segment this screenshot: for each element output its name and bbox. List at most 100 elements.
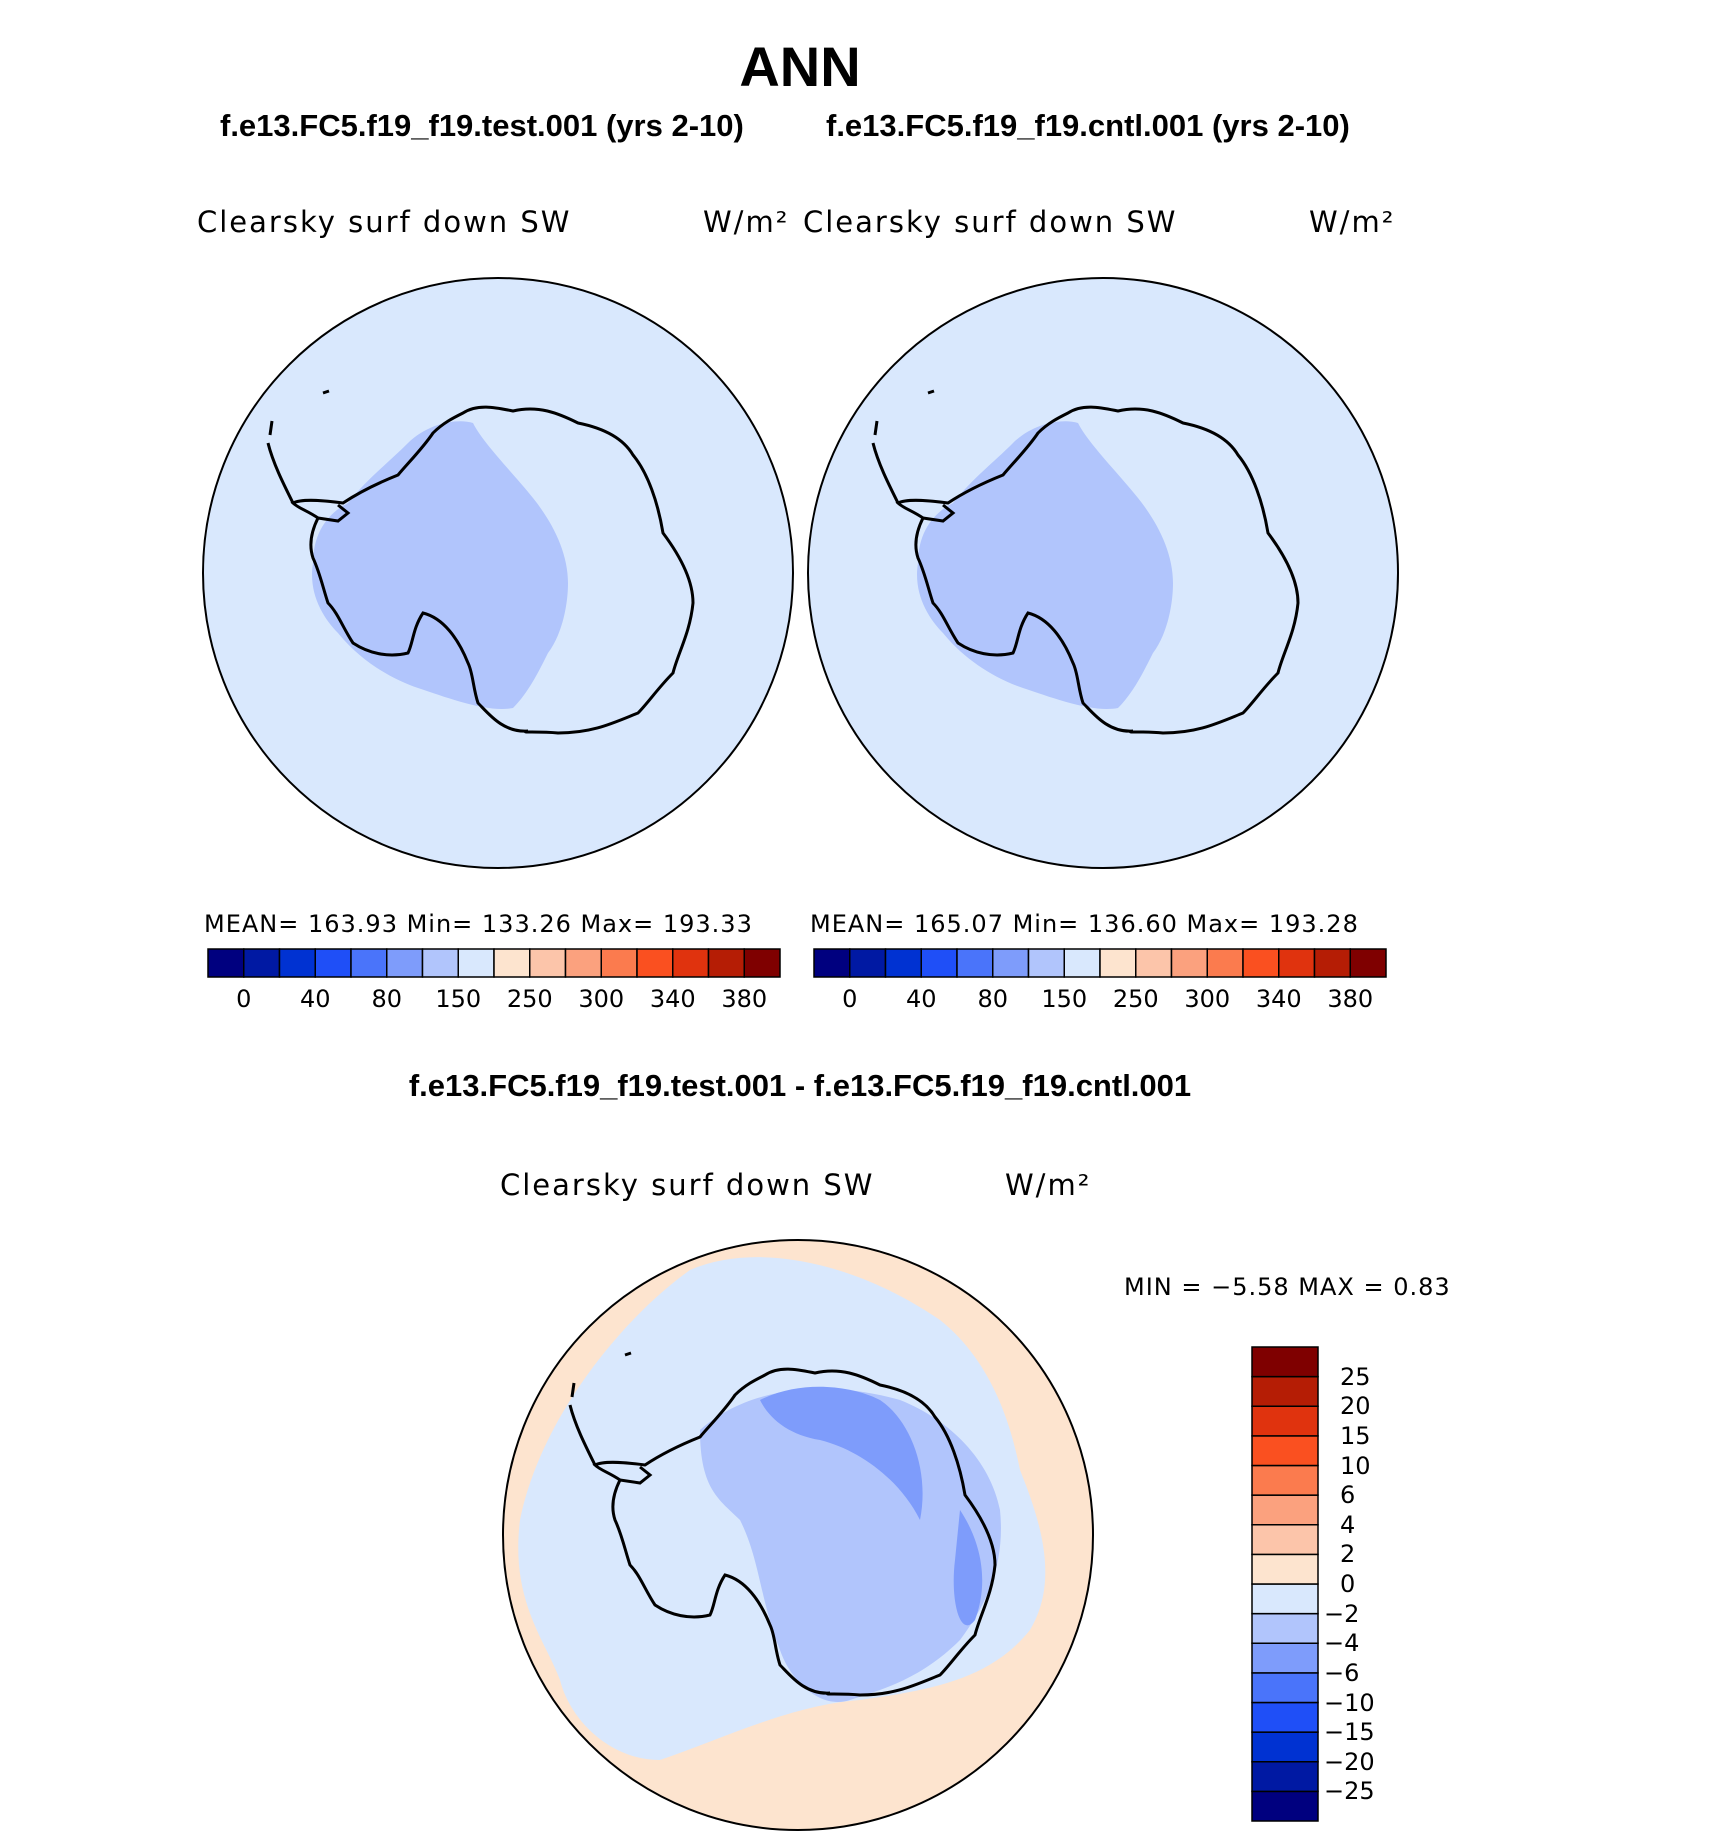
cntl-colorbar-tick-label: 150: [1041, 985, 1088, 1013]
diff-colorbar-tick-label: 0: [1340, 1570, 1356, 1598]
test-case-title: f.e13.FC5.f19_f19.test.001 (yrs 2-10): [220, 108, 744, 143]
diff-colorbar-tick-label: −6: [1324, 1658, 1360, 1687]
test-colorbar-tick-label: 80: [371, 985, 403, 1013]
cntl-colorbar-swatch: [1242, 948, 1280, 978]
cntl-colorbar-swatch: [1063, 948, 1101, 978]
diff-units-label: W/m²: [1005, 1168, 1092, 1202]
cntl-colorbar-tick-label: 380: [1327, 985, 1374, 1013]
test-colorbar-swatch: [457, 948, 495, 978]
test-colorbar-swatch: [493, 948, 531, 978]
test-colorbar-tick-label: 380: [721, 985, 768, 1013]
cntl-variable-label: Clearsky surf down SW: [803, 205, 1178, 239]
test-map-border: [202, 277, 794, 869]
cntl-colorbar-swatch: [849, 948, 887, 978]
test-colorbar-swatch: [564, 948, 602, 978]
diff-colorbar-swatch: [1251, 1553, 1319, 1585]
diff-colorbar-tick-label: −20: [1324, 1747, 1375, 1776]
diff-colorbar-swatch: [1251, 1672, 1319, 1704]
test-colorbar-swatch: [314, 948, 352, 978]
cntl-colorbar-tick-label: 340: [1255, 985, 1302, 1013]
test-colorbar-swatch: [672, 948, 710, 978]
test-colorbar-swatch: [600, 948, 638, 978]
diff-map-min-region: [760, 1386, 923, 1520]
cntl-colorbar-tick-label: 250: [1112, 985, 1159, 1013]
test-colorbar-swatch: [743, 948, 781, 978]
test-colorbar-swatch: [707, 948, 745, 978]
test-colorbar-swatch: [207, 948, 245, 978]
diff-colorbar-swatch: [1251, 1612, 1319, 1644]
test-colorbar-tick-label: 40: [299, 985, 331, 1013]
diff-colorbar-tick-label: −10: [1324, 1688, 1375, 1717]
diff-colorbar-swatch: [1251, 1583, 1319, 1615]
diff-colorbar-tick-label: −15: [1324, 1718, 1375, 1747]
cntl-colorbar-swatch: [1349, 948, 1387, 978]
cntl-colorbar-tick-label: 0: [842, 985, 858, 1013]
test-variable-label: Clearsky surf down SW: [197, 205, 572, 239]
test-colorbar-tick-label: 300: [578, 985, 625, 1013]
test-colorbar-swatch: [386, 948, 424, 978]
diff-colorbar-swatch: [1251, 1435, 1319, 1467]
diff-colorbar-tick-label: 2: [1340, 1540, 1356, 1569]
diff-colorbar-tick-label: −2: [1324, 1599, 1360, 1628]
diff-colorbar-swatch: [1251, 1464, 1319, 1496]
cntl-colorbar-swatch: [920, 948, 958, 978]
diff-colorbar-tick-label: −25: [1324, 1777, 1375, 1806]
diff-colorbar-swatch: [1251, 1405, 1319, 1437]
cntl-colorbar-swatch: [992, 948, 1030, 978]
cntl-colorbar: [813, 948, 1387, 978]
diff-colorbar-swatch: [1251, 1346, 1319, 1378]
cntl-colorbar-tick-label: 40: [905, 985, 937, 1013]
cntl-colorbar-swatch: [1099, 948, 1137, 978]
diff-colorbar-swatch: [1251, 1642, 1319, 1674]
diff-case-title: f.e13.FC5.f19_f19.test.001 - f.e13.FC5.f…: [408, 1068, 1192, 1103]
diff-map: [502, 1239, 1094, 1831]
cntl-colorbar-swatch: [1170, 948, 1208, 978]
test-colorbar-swatch: [636, 948, 674, 978]
diff-colorbar-tick-label: 15: [1340, 1421, 1371, 1450]
diff-colorbar-tick-label: 25: [1340, 1362, 1371, 1391]
cntl-case-title: f.e13.FC5.f19_f19.cntl.001 (yrs 2-10): [826, 108, 1350, 143]
test-units-label: W/m²: [703, 205, 790, 239]
diff-colorbar-tick-label: 10: [1340, 1451, 1371, 1480]
diff-colorbar-swatch: [1251, 1731, 1319, 1763]
cntl-colorbar-tick-label: 300: [1184, 985, 1231, 1013]
diff-colorbar-swatch: [1251, 1761, 1319, 1793]
test-colorbar-swatch: [421, 948, 459, 978]
diff-colorbar-swatch: [1251, 1375, 1319, 1407]
test-colorbar-tick-label: 150: [435, 985, 482, 1013]
diff-colorbar-swatch: [1251, 1494, 1319, 1526]
test-map: [202, 277, 794, 869]
diff-colorbar-tick-label: −4: [1324, 1629, 1360, 1658]
cntl-colorbar-swatch: [1313, 948, 1351, 978]
diff-map-border: [502, 1239, 1094, 1831]
cntl-stats: MEAN= 165.07 Min= 136.60 Max= 193.28: [810, 910, 1359, 938]
cntl-colorbar-swatch: [1135, 948, 1173, 978]
test-colorbar-swatch: [529, 948, 567, 978]
figure-title: ANN: [739, 35, 861, 98]
test-colorbar-tick-label: 340: [649, 985, 696, 1013]
diff-colorbar-tick-label: 6: [1340, 1481, 1356, 1510]
diff-variable-label: Clearsky surf down SW: [500, 1168, 875, 1202]
diff-colorbar-tick-label: 4: [1340, 1510, 1356, 1539]
cntl-colorbar-swatch: [1278, 948, 1316, 978]
cntl-colorbar-swatch: [1206, 948, 1244, 978]
diff-colorbar-swatch: [1251, 1701, 1319, 1733]
cntl-colorbar-tick-label: 80: [977, 985, 1009, 1013]
test-colorbar-swatch: [278, 948, 316, 978]
test-colorbar-swatch: [243, 948, 281, 978]
diff-colorbar-swatch: [1251, 1524, 1319, 1556]
test-colorbar-swatch: [350, 948, 388, 978]
diff-stats: MIN = −5.58 MAX = 0.83: [1124, 1273, 1451, 1301]
diff-colorbar: [1251, 1346, 1319, 1822]
test-colorbar: [207, 948, 781, 978]
cntl-map: [807, 277, 1399, 869]
diff-colorbar-tick-label: 20: [1340, 1392, 1371, 1421]
diff-colorbar-swatch: [1251, 1790, 1319, 1822]
cntl-units-label: W/m²: [1309, 205, 1396, 239]
cntl-map-border: [807, 277, 1399, 869]
cntl-colorbar-swatch: [813, 948, 851, 978]
test-colorbar-tick-label: 250: [506, 985, 553, 1013]
diff-map-lower-region: [700, 1388, 1001, 1702]
